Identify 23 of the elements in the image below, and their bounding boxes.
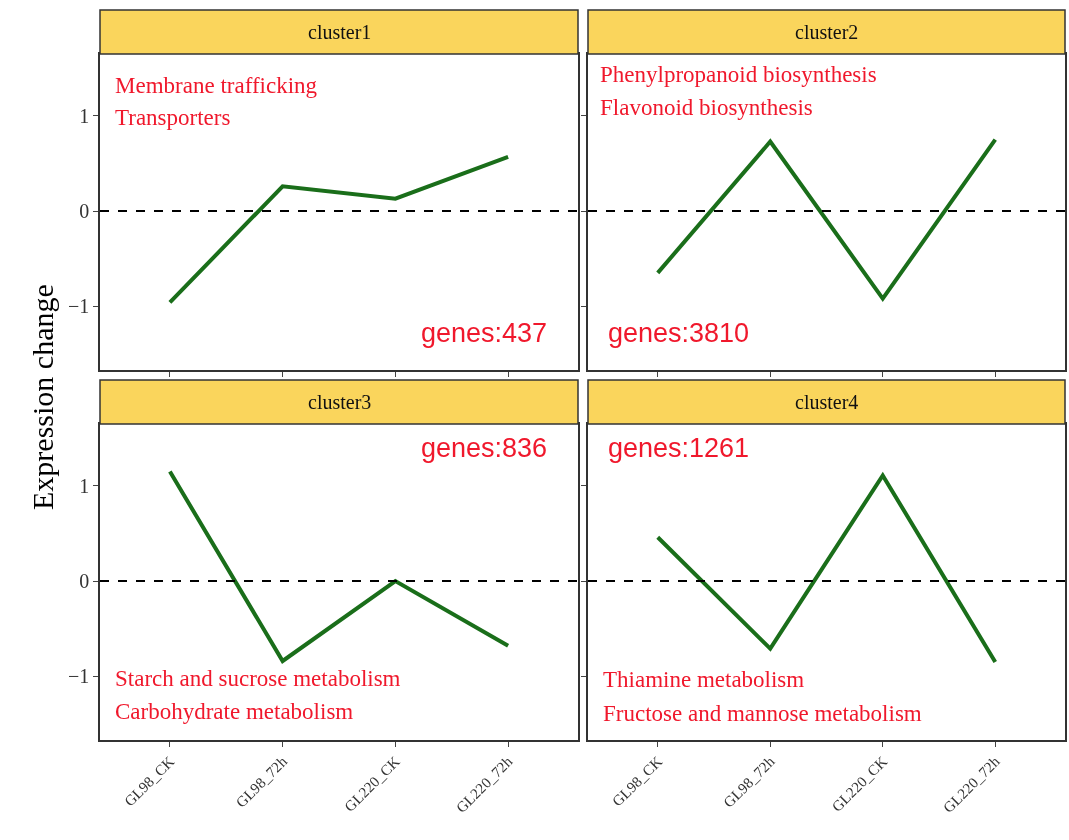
y-tick-label: 1 xyxy=(79,104,90,127)
annotation: Fructose and mannose metabolism xyxy=(603,701,922,726)
y-tick-label: −1 xyxy=(67,665,90,688)
annotation: Transporters xyxy=(115,105,231,130)
annotation: genes:437 xyxy=(421,318,548,348)
annotation: Membrane trafficking xyxy=(115,73,318,98)
y-tick-label: 0 xyxy=(79,570,90,593)
chart-title: cluster2 xyxy=(795,21,859,43)
y-tick-label: 0 xyxy=(79,200,90,223)
chart-title: cluster1 xyxy=(308,21,372,43)
annotation: genes:836 xyxy=(421,433,548,463)
y-axis-title: Expression change xyxy=(26,284,59,510)
chart-title: cluster4 xyxy=(795,391,859,413)
chart-title: cluster3 xyxy=(308,391,372,413)
annotation: Starch and sucrose metabolism xyxy=(115,666,401,691)
annotation: Thiamine metabolism xyxy=(603,667,805,692)
annotation: Carbohydrate metabolism xyxy=(115,699,354,724)
y-tick-label: −1 xyxy=(67,295,90,318)
annotation: Flavonoid biosynthesis xyxy=(600,95,813,120)
y-tick-label: 1 xyxy=(79,474,90,497)
annotation: genes:1261 xyxy=(608,433,750,463)
annotation: Phenylpropanoid biosynthesis xyxy=(600,62,877,87)
annotation: genes:3810 xyxy=(608,318,750,348)
